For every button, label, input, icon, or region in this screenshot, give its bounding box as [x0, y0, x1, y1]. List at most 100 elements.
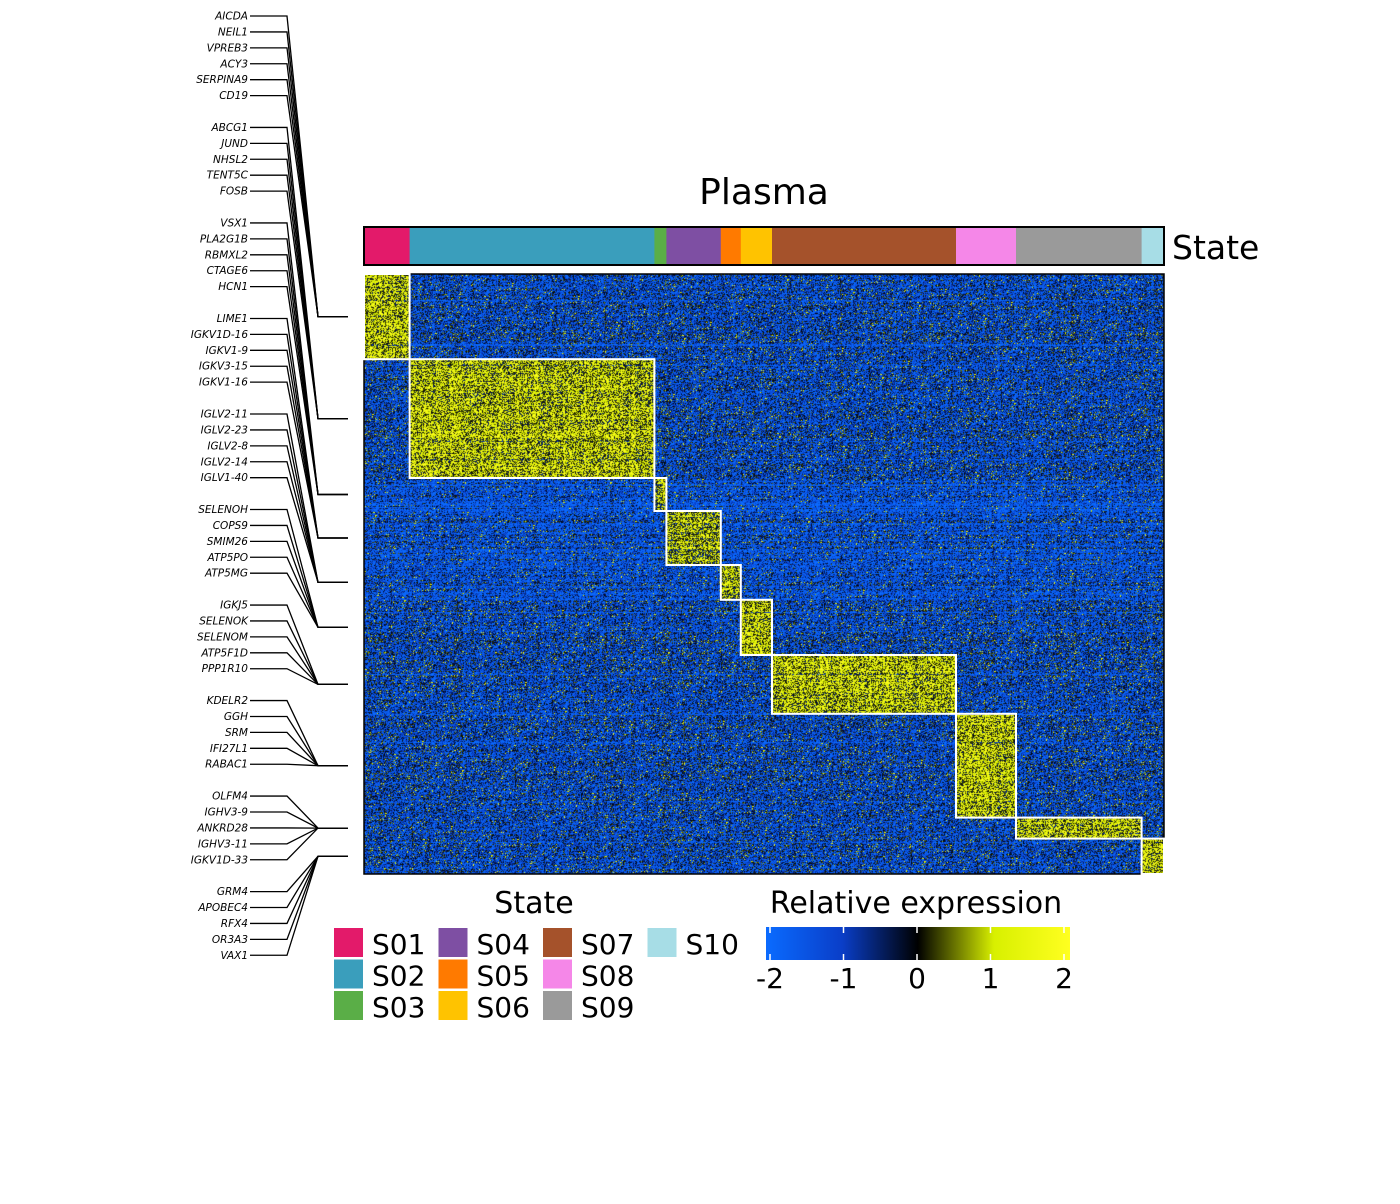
- gene-label-group: AICDANEIL1VPREB3ACY3SERPINA9CD19ABCG1JUN…: [191, 11, 348, 962]
- state-legend-label: S07: [581, 928, 634, 961]
- state-legend-label: S09: [581, 991, 634, 1024]
- gene-label: VPREB3: [207, 42, 248, 54]
- state-legend-swatch-s01: [334, 928, 363, 957]
- gene-label: ANKRD28: [196, 822, 248, 834]
- gene-label: IGKV1-9: [206, 345, 249, 357]
- state-legend-label: S02: [372, 960, 425, 993]
- gene-label: ATP5MG: [204, 568, 248, 580]
- gene-connector-line: [250, 287, 348, 495]
- gene-label: SELENOM: [197, 631, 248, 643]
- gene-label: IGKV1-16: [199, 377, 248, 389]
- gene-label: VSX1: [220, 217, 248, 229]
- state-legend-swatch-s05: [439, 960, 468, 989]
- gene-label: OLFM4: [212, 791, 248, 803]
- gene-label: NHSL2: [213, 154, 248, 166]
- gene-label: ATP5F1D: [200, 647, 248, 659]
- gene-label: LIME1: [217, 313, 248, 325]
- annotation-segment-s08: [956, 227, 1017, 265]
- gene-label: FOSB: [220, 186, 248, 198]
- expression-tick-label: 0: [908, 962, 926, 995]
- gene-connector-line: [250, 637, 348, 685]
- gene-label: IFI27L1: [210, 743, 248, 755]
- state-legend-label: S08: [581, 960, 634, 993]
- gene-connector-line: [250, 828, 348, 844]
- expression-color-bar: [766, 927, 1070, 960]
- gene-label: VAX1: [220, 950, 248, 962]
- gene-connector-line: [250, 255, 348, 495]
- gene-label: GGH: [224, 711, 248, 723]
- state-legend-swatch-s04: [439, 928, 468, 957]
- gene-connector-line: [250, 856, 348, 907]
- gene-label: ABCG1: [210, 122, 248, 134]
- gene-label: SELENOK: [199, 615, 249, 627]
- gene-label: IGLV2-23: [201, 424, 248, 436]
- state-legend-label: S04: [477, 928, 530, 961]
- state-legend-title: State: [494, 886, 573, 921]
- gene-label: NEIL1: [218, 26, 248, 38]
- gene-label: PLA2G1B: [200, 233, 248, 245]
- gene-label: RABAC1: [205, 759, 248, 771]
- gene-label: IGHV3-11: [198, 838, 248, 850]
- state-legend-label: S05: [477, 960, 530, 993]
- gene-label: PPP1R10: [202, 663, 249, 675]
- gene-label: TENT5C: [207, 170, 249, 182]
- gene-connector-line: [250, 701, 348, 766]
- gene-connector-line: [250, 557, 348, 627]
- annotation-segment-s04: [666, 227, 721, 265]
- expression-legend-title: Relative expression: [770, 886, 1062, 921]
- gene-label: IGKV1D-33: [191, 854, 248, 866]
- gene-label: CTAGE6: [207, 265, 249, 277]
- gene-connector-line: [250, 716, 348, 765]
- gene-label: IGLV1-40: [201, 472, 249, 484]
- expression-tick-label: -2: [756, 962, 784, 995]
- annotation-segment-s09: [1016, 227, 1142, 265]
- annotation-track-label: State: [1172, 228, 1259, 267]
- annotation-segment-s06: [741, 227, 773, 265]
- gene-connector-line: [250, 366, 348, 538]
- annotation-segment-s01: [364, 227, 410, 265]
- annotation-segment-s05: [721, 227, 742, 265]
- gene-label: OR3A3: [212, 934, 248, 946]
- state-legend-label: S03: [372, 991, 425, 1024]
- state-legend-label: S01: [372, 928, 425, 961]
- chart-title: Plasma: [699, 172, 829, 213]
- state-legend-swatch-s07: [543, 928, 572, 957]
- gene-label: AICDA: [214, 11, 248, 23]
- gene-connector-line: [250, 669, 348, 685]
- gene-label: CD19: [219, 90, 248, 102]
- gene-label: IGKV3-15: [199, 361, 248, 373]
- heatmap-matrix: [364, 274, 1164, 874]
- gene-label: RBMXL2: [205, 249, 249, 261]
- gene-label: IGLV2-11: [201, 409, 248, 421]
- state-legend-label: S06: [477, 991, 530, 1024]
- state-legend-swatch-s06: [439, 991, 468, 1020]
- gene-connector-line: [250, 812, 348, 828]
- state-legend-swatch-s09: [543, 991, 572, 1020]
- gene-connector-line: [250, 191, 348, 418]
- gene-label: JUND: [219, 138, 248, 150]
- gene-label: IGHV3-9: [205, 807, 249, 819]
- gene-connector-line: [250, 748, 348, 765]
- gene-label: SMIM26: [207, 536, 249, 548]
- expression-tick-label: -1: [830, 962, 858, 995]
- gene-connector-line: [250, 159, 348, 418]
- state-legend-swatch-s10: [648, 928, 677, 957]
- state-legend-swatch-s08: [543, 960, 572, 989]
- annotation-segment-s10: [1142, 227, 1165, 265]
- state-legend-swatch-s02: [334, 960, 363, 989]
- gene-connector-line: [250, 764, 348, 765]
- annotation-segment-s07: [772, 227, 957, 265]
- gene-connector-line: [250, 856, 348, 923]
- gene-label: GRM4: [217, 886, 248, 898]
- gene-label: IGLV2-14: [201, 456, 248, 468]
- heatmap-cells: [364, 274, 1164, 874]
- gene-label: COPS9: [213, 520, 249, 532]
- gene-label: HCN1: [218, 281, 248, 293]
- gene-label: SERPINA9: [196, 74, 248, 86]
- gene-label: IGKV1D-16: [191, 329, 249, 341]
- gene-label: KDELR2: [207, 695, 249, 707]
